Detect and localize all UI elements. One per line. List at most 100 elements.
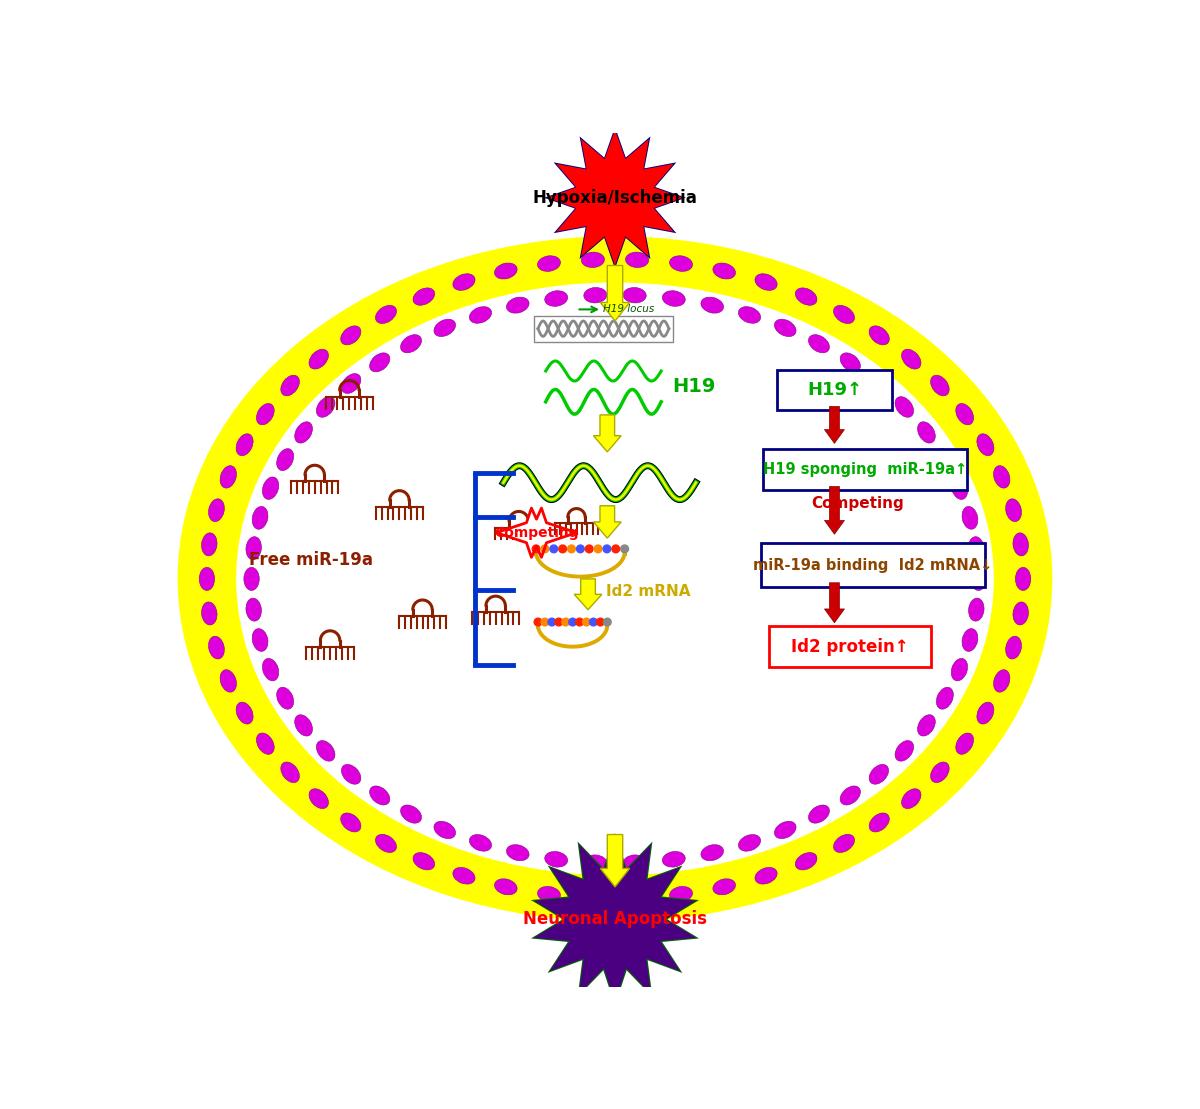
Ellipse shape bbox=[252, 507, 268, 529]
Ellipse shape bbox=[774, 319, 796, 336]
Ellipse shape bbox=[244, 568, 259, 590]
Ellipse shape bbox=[809, 805, 829, 823]
Ellipse shape bbox=[1015, 568, 1031, 590]
Ellipse shape bbox=[869, 326, 889, 345]
Ellipse shape bbox=[469, 306, 492, 324]
Text: miR-19a binding  Id2 mRNA↓: miR-19a binding Id2 mRNA↓ bbox=[754, 558, 992, 572]
Ellipse shape bbox=[281, 762, 300, 783]
Ellipse shape bbox=[869, 374, 888, 394]
Ellipse shape bbox=[277, 688, 294, 709]
Ellipse shape bbox=[545, 852, 568, 867]
Ellipse shape bbox=[968, 537, 984, 560]
Ellipse shape bbox=[738, 835, 761, 852]
Ellipse shape bbox=[625, 252, 649, 267]
Ellipse shape bbox=[257, 404, 275, 425]
Circle shape bbox=[569, 618, 576, 625]
Ellipse shape bbox=[401, 805, 421, 823]
Circle shape bbox=[586, 545, 593, 552]
Ellipse shape bbox=[341, 813, 361, 832]
Ellipse shape bbox=[545, 291, 568, 306]
Circle shape bbox=[562, 618, 570, 625]
Ellipse shape bbox=[583, 855, 607, 871]
Ellipse shape bbox=[834, 305, 854, 324]
Ellipse shape bbox=[840, 353, 860, 372]
FancyBboxPatch shape bbox=[763, 449, 967, 490]
Ellipse shape bbox=[199, 568, 215, 590]
Text: H19 sponging  miR-19a↑: H19 sponging miR-19a↑ bbox=[763, 462, 967, 477]
Ellipse shape bbox=[413, 853, 434, 869]
Ellipse shape bbox=[701, 297, 724, 313]
Ellipse shape bbox=[494, 263, 517, 279]
Ellipse shape bbox=[962, 629, 978, 651]
Ellipse shape bbox=[317, 741, 335, 761]
Ellipse shape bbox=[994, 670, 1010, 692]
Ellipse shape bbox=[538, 256, 560, 272]
Ellipse shape bbox=[317, 397, 335, 417]
Polygon shape bbox=[594, 506, 622, 538]
Ellipse shape bbox=[809, 335, 829, 353]
Ellipse shape bbox=[342, 374, 361, 394]
Ellipse shape bbox=[257, 733, 275, 754]
Text: Neuronal Apoptosis: Neuronal Apoptosis bbox=[523, 910, 707, 928]
Ellipse shape bbox=[341, 326, 361, 345]
Ellipse shape bbox=[623, 287, 647, 303]
Text: Id2 mRNA: Id2 mRNA bbox=[606, 584, 690, 600]
Ellipse shape bbox=[370, 353, 390, 372]
Ellipse shape bbox=[670, 256, 692, 272]
FancyBboxPatch shape bbox=[776, 370, 892, 410]
Ellipse shape bbox=[895, 741, 913, 761]
Ellipse shape bbox=[1006, 499, 1021, 521]
Circle shape bbox=[596, 618, 605, 625]
Ellipse shape bbox=[413, 288, 434, 305]
Ellipse shape bbox=[581, 891, 605, 906]
Ellipse shape bbox=[625, 891, 649, 906]
Circle shape bbox=[568, 545, 575, 552]
Ellipse shape bbox=[977, 702, 994, 724]
Circle shape bbox=[576, 618, 583, 625]
Ellipse shape bbox=[869, 764, 888, 784]
Ellipse shape bbox=[955, 733, 973, 754]
Circle shape bbox=[533, 545, 540, 552]
Ellipse shape bbox=[252, 629, 268, 651]
Ellipse shape bbox=[774, 822, 796, 838]
Ellipse shape bbox=[840, 786, 860, 805]
Ellipse shape bbox=[930, 762, 949, 783]
Circle shape bbox=[583, 618, 590, 625]
Ellipse shape bbox=[295, 714, 312, 736]
FancyBboxPatch shape bbox=[761, 543, 984, 587]
Ellipse shape bbox=[918, 714, 935, 736]
Ellipse shape bbox=[220, 466, 236, 488]
Ellipse shape bbox=[452, 274, 475, 291]
Ellipse shape bbox=[623, 855, 647, 871]
Text: H19: H19 bbox=[673, 377, 716, 396]
Circle shape bbox=[550, 545, 558, 552]
Ellipse shape bbox=[263, 477, 278, 499]
Circle shape bbox=[576, 545, 584, 552]
Ellipse shape bbox=[962, 507, 978, 529]
Ellipse shape bbox=[955, 404, 973, 425]
Polygon shape bbox=[824, 582, 845, 623]
Ellipse shape bbox=[342, 764, 361, 784]
Ellipse shape bbox=[1013, 532, 1028, 556]
Ellipse shape bbox=[1013, 602, 1028, 625]
Polygon shape bbox=[600, 265, 630, 321]
Ellipse shape bbox=[236, 283, 994, 875]
Ellipse shape bbox=[968, 598, 984, 621]
Ellipse shape bbox=[376, 305, 396, 324]
Text: Free miR-19a: Free miR-19a bbox=[248, 551, 373, 569]
Ellipse shape bbox=[930, 375, 949, 396]
Circle shape bbox=[541, 618, 548, 625]
Ellipse shape bbox=[209, 637, 224, 659]
Text: Competing: Competing bbox=[494, 526, 578, 540]
Ellipse shape bbox=[295, 421, 312, 444]
Text: H19 locus: H19 locus bbox=[604, 304, 655, 315]
Circle shape bbox=[534, 618, 542, 625]
Ellipse shape bbox=[701, 845, 724, 861]
Ellipse shape bbox=[994, 466, 1010, 488]
Ellipse shape bbox=[452, 867, 475, 884]
Ellipse shape bbox=[401, 335, 421, 353]
Polygon shape bbox=[534, 836, 696, 1003]
Ellipse shape bbox=[434, 822, 456, 838]
Ellipse shape bbox=[202, 532, 217, 556]
Polygon shape bbox=[497, 508, 576, 558]
